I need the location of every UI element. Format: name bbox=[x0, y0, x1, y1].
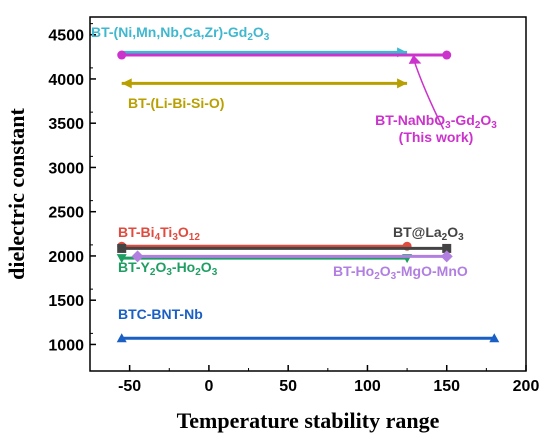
annotation-arrow bbox=[408, 55, 422, 64]
series-label-part: 2 bbox=[150, 267, 156, 278]
series-label-part: 3 bbox=[172, 232, 178, 243]
data-point bbox=[442, 243, 452, 253]
y-tick-label: 4500 bbox=[48, 28, 84, 45]
series-label-part: BT-Y bbox=[118, 259, 151, 275]
series-label-part: BT-Bi bbox=[118, 224, 155, 240]
series-label: BTC-BNT-Nb bbox=[118, 306, 203, 322]
x-tick-label: 50 bbox=[279, 378, 297, 395]
arrow-head bbox=[121, 78, 132, 89]
x-tick-label: 0 bbox=[204, 378, 213, 395]
series-label-part: 3 bbox=[445, 120, 451, 131]
series-label: BT-(Ni,Mn,Nb,Ca,Zr)-Gd2O3 bbox=[91, 24, 270, 43]
x-axis-title: Temperature stability range bbox=[177, 408, 440, 433]
series-label-part: 2 bbox=[195, 267, 201, 278]
series-label-part: 3 bbox=[212, 267, 218, 278]
series-label-part: 3 bbox=[491, 120, 497, 131]
series-label: BT@La2O3 bbox=[393, 224, 464, 243]
labels-layer: BT-(Ni,Mn,Nb,Ca,Zr)-Gd2O3BT-NaNbO3-Gd2O3… bbox=[91, 24, 497, 322]
y-tick-label: 3000 bbox=[48, 160, 84, 177]
series-label-part: 3 bbox=[264, 32, 270, 43]
data-point bbox=[116, 254, 127, 264]
series-layer bbox=[116, 47, 500, 343]
x-tick-label: -50 bbox=[118, 378, 141, 395]
series-label-part: -Ho bbox=[172, 259, 195, 275]
series-label-part: O bbox=[201, 259, 212, 275]
y-tick-label: 4000 bbox=[48, 72, 84, 89]
series-label: BT-(Li-Bi-Si-O) bbox=[128, 95, 224, 111]
series-label-part: Ti bbox=[160, 224, 172, 240]
y-tick-label: 2000 bbox=[48, 249, 84, 266]
series-label-part: 2 bbox=[475, 120, 481, 131]
series-label-part: BT-(Ni,Mn,Nb,Ca,Zr)-Gd bbox=[91, 24, 247, 40]
series-label-part: O bbox=[253, 24, 264, 40]
series-label-part: BT-Ho bbox=[333, 263, 374, 279]
series-label-part: 12 bbox=[189, 232, 201, 243]
series-label-part: -MgO-MnO bbox=[396, 263, 468, 279]
series-label-part: O bbox=[155, 259, 166, 275]
data-point bbox=[489, 333, 500, 343]
arrow-head bbox=[397, 78, 408, 89]
series-label-part: 2 bbox=[442, 232, 448, 243]
series-label-part: 3 bbox=[166, 267, 172, 278]
x-tick-label: 150 bbox=[433, 378, 460, 395]
data-point bbox=[116, 333, 127, 343]
data-point bbox=[131, 250, 144, 263]
y-tick-label: 1500 bbox=[48, 293, 84, 310]
data-point bbox=[117, 243, 127, 253]
data-point bbox=[117, 50, 127, 60]
series-label-part: BT-NaNbO bbox=[375, 112, 445, 128]
y-tick-label: 3500 bbox=[48, 116, 84, 133]
series-label-part: O bbox=[380, 263, 391, 279]
y-axis-title: dielectric constant bbox=[4, 107, 29, 279]
data-point bbox=[442, 50, 452, 60]
series-label: BT-Bi4Ti3O12 bbox=[118, 224, 200, 243]
y-axis: 1000 1500 2000 2500 3000 3500 4000 4500 bbox=[48, 23, 96, 354]
series-label-part: 4 bbox=[155, 232, 161, 243]
series-label-part: 2 bbox=[374, 271, 380, 282]
series-label-part: -Gd bbox=[451, 112, 475, 128]
y-tick-label: 2500 bbox=[48, 205, 84, 222]
series-label-part: 2 bbox=[247, 32, 253, 43]
x-tick-label: 200 bbox=[513, 378, 540, 395]
series-label-part: BT-(Li-Bi-Si-O) bbox=[128, 95, 224, 111]
annotation-connector bbox=[412, 58, 445, 130]
series-label-part: O bbox=[178, 224, 189, 240]
series-label-part: O bbox=[480, 112, 491, 128]
plot-frame bbox=[89, 16, 527, 372]
series-label: BT-Ho2O3-MgO-MnO bbox=[333, 263, 468, 282]
x-axis: -50 0 50 100 150 200 bbox=[118, 365, 540, 395]
series-label-line2: (This work) bbox=[399, 129, 474, 145]
series-label-part: 3 bbox=[458, 232, 464, 243]
x-tick-label: 100 bbox=[354, 378, 381, 395]
series-label-part: 3 bbox=[391, 271, 397, 282]
series-label: BT-Y2O3-Ho2O3 bbox=[118, 259, 218, 278]
data-point bbox=[440, 250, 453, 263]
series-label: BT-NaNbO3-Gd2O3 bbox=[375, 112, 497, 131]
y-tick-label: 1000 bbox=[48, 337, 84, 354]
series-label-part: BT@La bbox=[393, 224, 442, 240]
series-label-part: O bbox=[447, 224, 458, 240]
series-label-part: BTC-BNT-Nb bbox=[118, 306, 203, 322]
